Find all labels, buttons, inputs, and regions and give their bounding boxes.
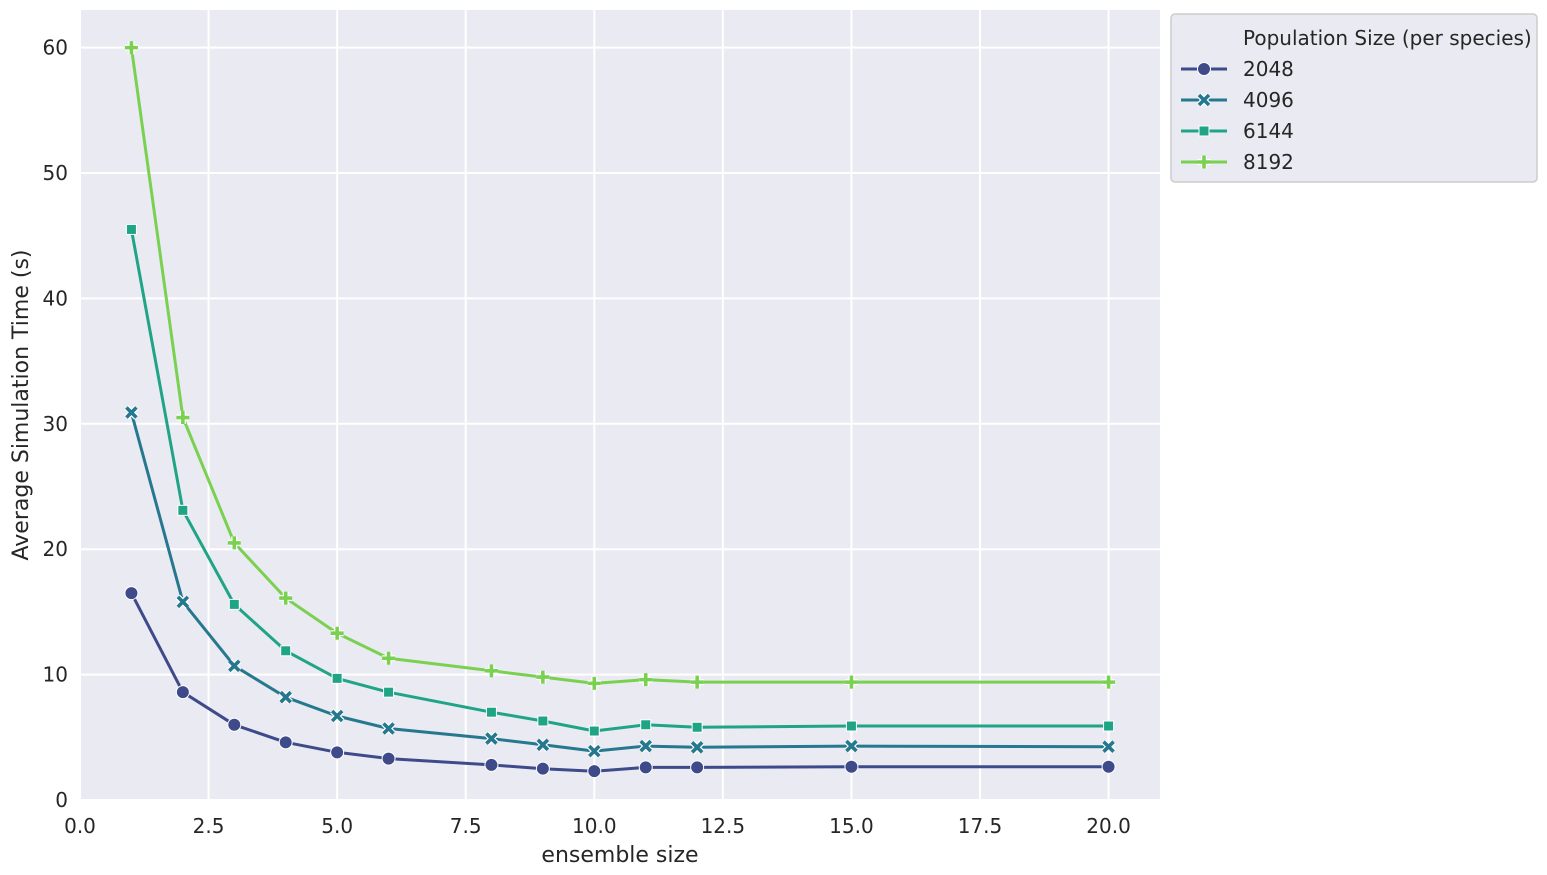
legend-item: 2048 [1181, 57, 1294, 81]
data-point [176, 411, 190, 425]
x-tick-label: 17.5 [958, 814, 1003, 838]
grid [79, 10, 1160, 801]
y-tick-label: 30 [43, 412, 68, 436]
data-point [640, 719, 652, 731]
data-point [1101, 759, 1116, 774]
y-tick-label: 50 [43, 161, 68, 185]
series-4096 [124, 405, 1116, 759]
x-tick-label: 12.5 [701, 814, 746, 838]
y-axis-label: Average Simulation Time (s) [9, 250, 34, 561]
data-point [844, 738, 859, 754]
legend-box [1170, 13, 1538, 183]
data-point [227, 658, 242, 673]
data-point [1101, 739, 1116, 754]
data-point [177, 504, 189, 516]
data-point [484, 664, 498, 678]
data-point [383, 686, 395, 698]
x-tick-label: 20.0 [1086, 814, 1131, 838]
legend-label: 2048 [1243, 57, 1294, 81]
y-tick-label: 10 [43, 663, 68, 687]
data-point [690, 760, 705, 775]
x-tick-label: 5.0 [321, 814, 353, 838]
data-point [1198, 125, 1210, 137]
legend-item: 4096 [1181, 88, 1294, 112]
data-point [280, 645, 292, 657]
x-tick-label: 0.0 [64, 814, 96, 838]
data-point [279, 591, 293, 605]
x-tick-label: 2.5 [193, 814, 225, 838]
data-point [125, 223, 137, 235]
data-point [844, 675, 858, 689]
data-point [587, 676, 601, 690]
data-point [330, 745, 345, 760]
y-tick-label: 0 [55, 788, 68, 812]
y-tick-label: 40 [43, 286, 68, 310]
data-point [844, 759, 859, 774]
x-tick-label: 7.5 [450, 814, 482, 838]
x-tick-label: 15.0 [829, 814, 874, 838]
data-point [845, 720, 857, 732]
data-point [638, 760, 653, 775]
series-layer [124, 41, 1116, 779]
data-point [278, 735, 293, 750]
legend-label: 4096 [1243, 88, 1294, 112]
data-point [330, 626, 344, 640]
data-point [588, 725, 600, 737]
data-point [691, 721, 703, 733]
data-point [124, 41, 138, 55]
data-point [381, 721, 396, 736]
y-tick-label: 20 [43, 537, 68, 561]
data-point [175, 685, 190, 700]
data-point [484, 731, 499, 746]
data-point [485, 706, 497, 718]
data-point [1102, 675, 1116, 689]
legend: Population Size (per species) 2048 4096 61… [1170, 13, 1538, 183]
data-point [124, 405, 139, 420]
x-tick-label: 10.0 [572, 814, 617, 838]
data-point [535, 737, 550, 752]
series-8192 [124, 41, 1116, 690]
data-point [227, 717, 242, 732]
data-point [1196, 92, 1212, 108]
legend-label: 6144 [1243, 119, 1294, 143]
x-axis-ticks: 0.0 2.5 5.0 7.5 10.0 12.5 15.0 17.5 20.0 [64, 814, 1131, 838]
data-point [1103, 720, 1115, 732]
data-point [227, 536, 241, 550]
legend-item: 6144 [1181, 119, 1294, 143]
data-point [1197, 62, 1211, 76]
data-point [331, 672, 343, 684]
legend-label: 8192 [1243, 150, 1294, 174]
data-point [382, 651, 396, 665]
data-point [537, 715, 549, 727]
data-point [1197, 155, 1211, 169]
data-point [690, 740, 705, 755]
data-point [536, 670, 550, 684]
data-point [228, 598, 240, 610]
series-6144 [125, 223, 1115, 737]
data-point [381, 751, 396, 766]
data-point [639, 673, 653, 687]
legend-items: 2048 4096 6144 8192 [1181, 57, 1294, 174]
x-axis-label: ensemble size [541, 843, 698, 868]
data-point [330, 708, 345, 724]
data-point [638, 738, 653, 754]
data-point [124, 586, 139, 601]
data-point [587, 764, 602, 779]
legend-title: Population Size (per species) [1243, 26, 1532, 50]
data-point [587, 743, 602, 759]
data-point [484, 757, 499, 772]
data-point [690, 675, 704, 689]
series-2048 [124, 586, 1116, 779]
y-axis-ticks: 0 10 20 30 40 50 60 [43, 36, 68, 812]
legend-item: 8192 [1181, 150, 1294, 174]
data-point [535, 761, 550, 776]
y-tick-label: 60 [43, 36, 68, 60]
data-point [278, 690, 293, 705]
data-point [175, 594, 190, 609]
